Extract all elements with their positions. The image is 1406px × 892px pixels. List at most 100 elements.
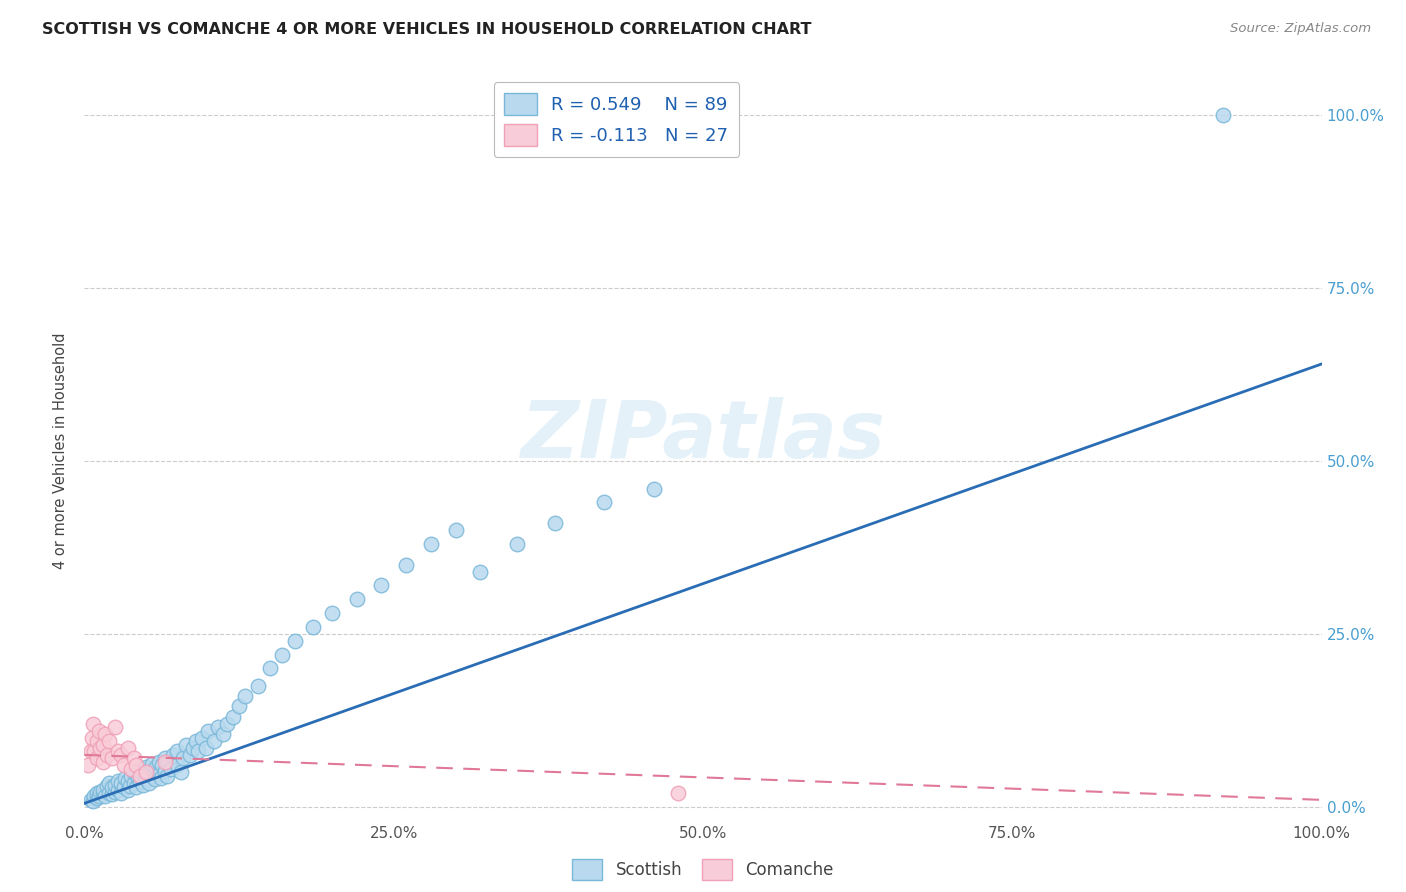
Point [129, 773, 152, 788]
Point [100, 788, 122, 802]
Point [129, 769, 152, 783]
Point [153, 751, 176, 765]
Point [125, 758, 148, 772]
Point [233, 689, 256, 703]
Point [82, 716, 104, 731]
Point [91, 782, 114, 797]
Point [117, 741, 139, 756]
Point [222, 710, 245, 724]
Point [215, 716, 238, 731]
Point [153, 755, 176, 769]
Text: SCOTTISH VS COMANCHE 4 OR MORE VEHICLES IN HOUSEHOLD CORRELATION CHART: SCOTTISH VS COMANCHE 4 OR MORE VEHICLES … [42, 22, 811, 37]
Point [141, 756, 163, 771]
Point [228, 699, 250, 714]
Point [593, 495, 616, 509]
Point [120, 779, 142, 793]
Point [110, 775, 132, 789]
Point [212, 727, 235, 741]
Point [91, 788, 114, 802]
Point [143, 772, 166, 786]
Point [150, 771, 173, 785]
Point [187, 744, 209, 758]
Point [77, 758, 100, 772]
Point [86, 791, 108, 805]
Point [444, 523, 467, 537]
Point [122, 751, 145, 765]
Point [82, 794, 104, 808]
Point [166, 758, 188, 772]
Point [129, 762, 152, 776]
Point [470, 565, 492, 579]
Point [110, 786, 132, 800]
Point [284, 633, 307, 648]
Point [117, 773, 139, 788]
Point [135, 765, 157, 780]
Point [107, 782, 129, 797]
Point [302, 620, 325, 634]
Point [135, 759, 157, 773]
Point [110, 747, 132, 762]
Point [181, 741, 204, 756]
Point [98, 734, 121, 748]
Point [543, 516, 565, 530]
Legend: Scottish, Comanche: Scottish, Comanche [565, 853, 841, 887]
Point [321, 606, 343, 620]
Point [79, 744, 101, 758]
Point [100, 751, 122, 765]
Point [132, 766, 155, 780]
Point [131, 778, 153, 792]
Point [172, 751, 194, 765]
Point [170, 765, 193, 780]
Point [112, 780, 135, 795]
Point [112, 758, 135, 772]
Point [174, 738, 197, 752]
Point [86, 734, 108, 748]
Point [202, 734, 225, 748]
Point [125, 780, 148, 795]
Point [89, 723, 111, 738]
Point [135, 772, 157, 786]
Point [89, 784, 111, 798]
Point [191, 731, 214, 745]
Point [148, 766, 170, 780]
Point [86, 751, 108, 765]
Point [98, 775, 121, 789]
Point [104, 778, 127, 792]
Point [104, 720, 127, 734]
Point [107, 744, 129, 758]
Point [127, 771, 149, 785]
Point [506, 537, 529, 551]
Point [259, 661, 281, 675]
Point [141, 769, 163, 783]
Point [153, 764, 176, 778]
Point [94, 789, 117, 804]
Point [370, 578, 392, 592]
Point [139, 764, 162, 778]
Point [156, 769, 179, 783]
Y-axis label: 4 or more Vehicles in Household: 4 or more Vehicles in Household [53, 332, 69, 569]
Point [207, 720, 229, 734]
Point [246, 679, 269, 693]
Point [666, 786, 689, 800]
Point [96, 779, 118, 793]
Point [145, 759, 167, 773]
Point [346, 592, 368, 607]
Point [120, 769, 142, 783]
Point [89, 741, 111, 756]
Point [114, 771, 136, 785]
Point [91, 755, 114, 769]
Point [184, 734, 207, 748]
Point [91, 738, 114, 752]
Point [80, 731, 103, 745]
Point [104, 784, 127, 798]
Point [194, 741, 217, 756]
Point [98, 786, 121, 800]
Point [419, 537, 441, 551]
Point [643, 482, 665, 496]
Point [122, 765, 145, 780]
Point [79, 793, 101, 807]
Point [107, 773, 129, 788]
Point [157, 755, 180, 769]
Point [271, 648, 294, 662]
Point [179, 747, 201, 762]
